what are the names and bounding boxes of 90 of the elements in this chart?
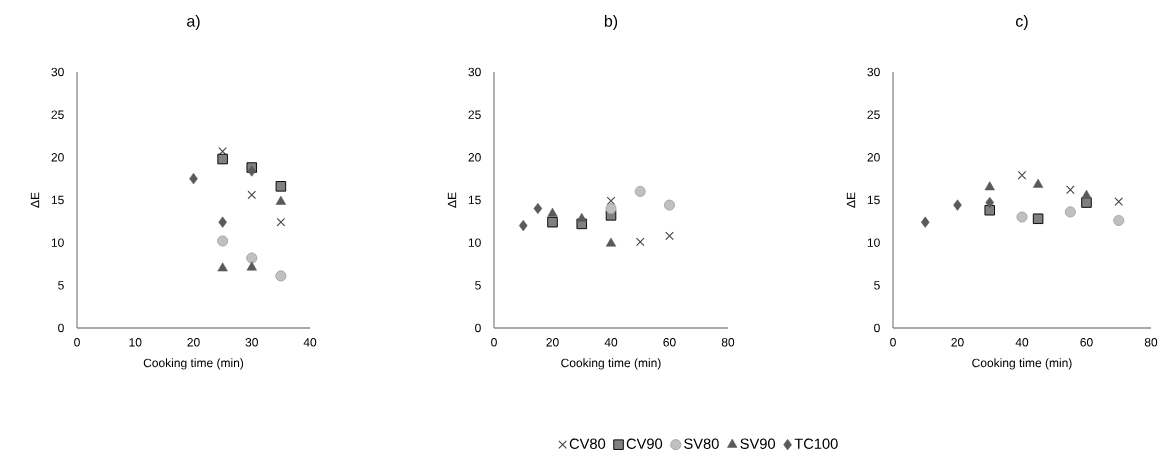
point <box>1016 211 1028 223</box>
y-tick-label: 20 <box>468 153 481 162</box>
point <box>1081 197 1092 208</box>
y-tick-label: 15 <box>468 195 481 205</box>
point <box>920 216 930 228</box>
y-tick-label: 10 <box>867 238 880 247</box>
point <box>635 237 645 247</box>
x-tick-label: 0 <box>890 338 896 347</box>
point <box>217 262 228 272</box>
chart-title: c) <box>1016 15 1028 30</box>
y-tick-label: 10 <box>468 238 481 247</box>
y-tick-label: 0 <box>874 323 880 333</box>
x-tick-label: 40 <box>1015 338 1029 347</box>
y-tick-label: 30 <box>468 67 481 77</box>
legend-label: SV80 <box>684 438 719 449</box>
y-tick-label: 15 <box>51 195 64 205</box>
point <box>1032 213 1044 225</box>
y-tick-label: 5 <box>475 281 481 290</box>
y-axis-title: ΔE <box>30 192 40 208</box>
point <box>605 237 617 247</box>
point <box>1113 214 1125 227</box>
point <box>189 173 198 185</box>
y-tick-label: 5 <box>874 281 880 290</box>
y-tick-label: 10 <box>51 238 64 247</box>
x-axis-title: Cooking time (min) <box>972 358 1072 370</box>
x-tick-label: 60 <box>663 338 676 347</box>
x-tick-label: 80 <box>721 338 735 347</box>
point <box>275 181 287 192</box>
point <box>275 270 287 282</box>
point <box>953 199 962 211</box>
point <box>533 202 543 215</box>
x-tick-label: 30 <box>245 338 258 347</box>
legend-label: CV80 <box>569 438 606 449</box>
y-tick-label: 15 <box>867 195 880 205</box>
x-tick-label: 10 <box>129 338 142 347</box>
x-tick-label: 0 <box>74 338 80 347</box>
point <box>246 261 257 271</box>
y-tick-label: 25 <box>51 110 64 119</box>
point <box>985 196 995 209</box>
x-tick-label: 20 <box>546 338 559 347</box>
x-tick-label: 60 <box>1080 338 1093 347</box>
y-axis-title: ΔE <box>447 192 457 208</box>
y-tick-label: 0 <box>475 323 481 333</box>
point <box>276 217 286 227</box>
point <box>605 202 617 215</box>
x-axis-title: Cooking time (min) <box>561 358 661 370</box>
point <box>547 216 558 228</box>
point <box>663 199 676 211</box>
point <box>218 216 227 228</box>
point <box>246 252 258 264</box>
point <box>247 190 257 200</box>
y-tick-label: 25 <box>867 110 880 119</box>
point <box>1081 189 1092 199</box>
point <box>1017 170 1027 180</box>
point <box>218 147 227 156</box>
y-tick-label: 30 <box>51 67 64 77</box>
y-tick-label: 0 <box>58 323 64 333</box>
point <box>547 207 558 217</box>
point <box>665 231 674 241</box>
point <box>275 195 286 205</box>
legend-label: SV90 <box>740 438 776 449</box>
legend-label: CV90 <box>626 438 663 449</box>
x-tick-label: 40 <box>604 338 618 347</box>
point <box>217 235 229 247</box>
chart-title: a) <box>187 15 200 30</box>
x-tick-label: 80 <box>1144 338 1158 347</box>
legend-label: TC100 <box>794 438 838 449</box>
x-tick-label: 20 <box>951 338 964 347</box>
y-axis-title: ΔE <box>846 192 856 208</box>
point <box>606 196 616 206</box>
point <box>1064 206 1076 218</box>
point <box>634 185 646 197</box>
point <box>1066 185 1075 195</box>
point <box>984 181 995 191</box>
x-axis-title: Cooking time (min) <box>143 358 244 370</box>
point <box>1033 178 1044 188</box>
point <box>247 165 257 177</box>
y-tick-label: 30 <box>867 67 880 77</box>
x-tick-label: 20 <box>187 338 200 347</box>
y-tick-label: 5 <box>58 281 64 290</box>
y-tick-label: 20 <box>867 153 880 162</box>
point <box>217 153 228 165</box>
point <box>576 212 587 222</box>
y-tick-label: 25 <box>468 110 481 119</box>
y-tick-label: 20 <box>51 153 64 162</box>
x-tick-label: 40 <box>303 338 317 347</box>
chart-title: b) <box>604 15 618 30</box>
point <box>1114 197 1124 207</box>
x-tick-label: 0 <box>491 338 497 347</box>
point <box>518 219 528 232</box>
